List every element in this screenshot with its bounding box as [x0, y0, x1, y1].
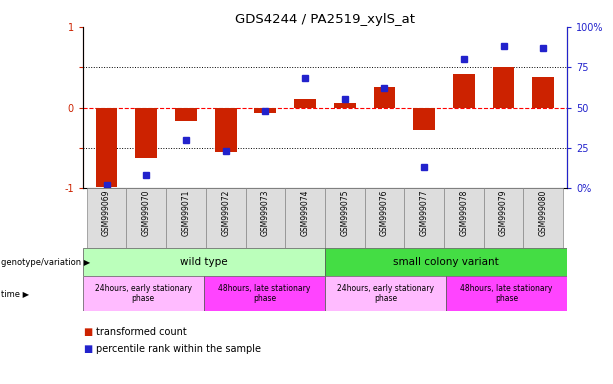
Text: GSM999076: GSM999076 [380, 190, 389, 237]
Text: GSM999071: GSM999071 [181, 190, 191, 236]
Text: ■: ■ [83, 327, 92, 337]
Bar [373, 87, 395, 108]
Bar [413, 108, 435, 130]
Text: GSM999074: GSM999074 [300, 190, 310, 237]
Text: 24hours, early stationary
phase: 24hours, early stationary phase [95, 284, 192, 303]
Text: GSM999073: GSM999073 [261, 190, 270, 237]
Bar [83, 248, 325, 276]
Bar [245, 188, 285, 248]
Bar [135, 108, 157, 157]
Bar [532, 77, 554, 108]
Bar [446, 276, 567, 311]
Bar [484, 188, 524, 248]
Text: wild type: wild type [180, 257, 227, 267]
Text: 48hours, late stationary
phase: 48hours, late stationary phase [460, 284, 553, 303]
Text: GSM999070: GSM999070 [142, 190, 151, 237]
Bar [493, 67, 514, 108]
Text: GSM999077: GSM999077 [420, 190, 428, 237]
Text: GSM999072: GSM999072 [221, 190, 230, 236]
Text: GSM999075: GSM999075 [340, 190, 349, 237]
Text: GSM999069: GSM999069 [102, 190, 111, 237]
Bar [206, 188, 245, 248]
Text: time ▶: time ▶ [1, 289, 29, 298]
Text: GSM999078: GSM999078 [459, 190, 468, 236]
Text: transformed count: transformed count [96, 327, 187, 337]
Text: 24hours, early stationary
phase: 24hours, early stationary phase [337, 284, 434, 303]
Text: genotype/variation ▶: genotype/variation ▶ [1, 258, 91, 266]
Bar [86, 188, 126, 248]
Bar [524, 188, 563, 248]
Bar [325, 188, 365, 248]
Bar [444, 188, 484, 248]
Bar [325, 276, 446, 311]
Title: GDS4244 / PA2519_xylS_at: GDS4244 / PA2519_xylS_at [235, 13, 415, 26]
Bar [294, 99, 316, 108]
Bar [285, 188, 325, 248]
Bar [215, 108, 237, 152]
Bar [334, 104, 356, 108]
Bar [325, 248, 567, 276]
Bar [254, 108, 276, 113]
Bar [365, 188, 405, 248]
Bar [204, 276, 325, 311]
Text: 48hours, late stationary
phase: 48hours, late stationary phase [218, 284, 311, 303]
Text: percentile rank within the sample: percentile rank within the sample [96, 344, 261, 354]
Bar [166, 188, 206, 248]
Bar [453, 74, 474, 108]
Bar [126, 188, 166, 248]
Bar [96, 108, 118, 187]
Text: GSM999079: GSM999079 [499, 190, 508, 237]
Text: GSM999080: GSM999080 [539, 190, 547, 236]
Bar [405, 188, 444, 248]
Bar [83, 276, 204, 311]
Text: small colony variant: small colony variant [393, 257, 499, 267]
Text: ■: ■ [83, 344, 92, 354]
Bar [175, 108, 197, 121]
